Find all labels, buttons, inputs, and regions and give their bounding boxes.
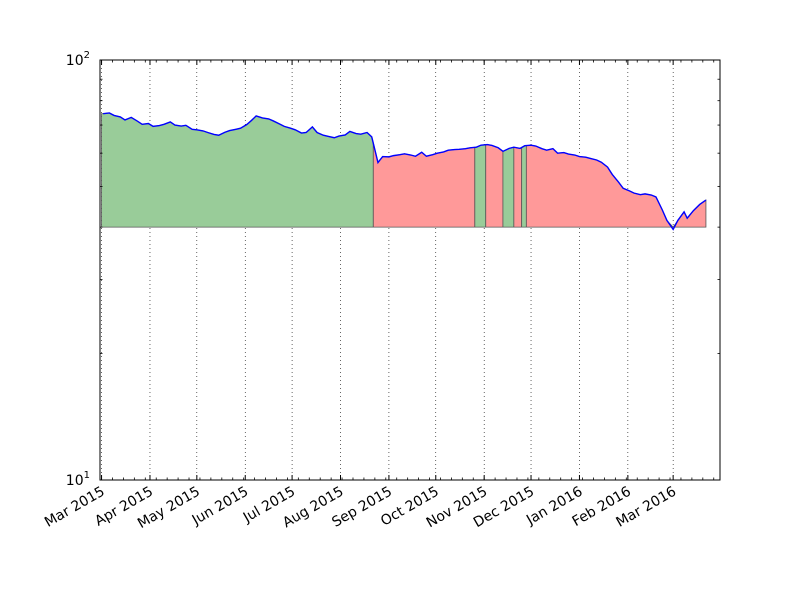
- y-tick-label: 101: [66, 470, 90, 489]
- fill-region-up: [101, 112, 374, 228]
- plot-frame: [99, 59, 721, 481]
- fill-region-up: [521, 145, 527, 228]
- grid-lines: [101, 60, 674, 480]
- fill-region-up: [474, 144, 487, 228]
- fill-region-down: [372, 142, 476, 228]
- area-fills: [101, 112, 707, 228]
- series-line: [103, 112, 707, 231]
- y-axis: 101 102: [66, 50, 720, 489]
- fill-region-down: [525, 144, 707, 228]
- fill-region-up: [502, 146, 515, 228]
- fill-region-down: [485, 144, 504, 228]
- series-line-group: [103, 112, 707, 231]
- fill-region-down: [513, 146, 523, 228]
- y-tick-label: 102: [66, 50, 90, 69]
